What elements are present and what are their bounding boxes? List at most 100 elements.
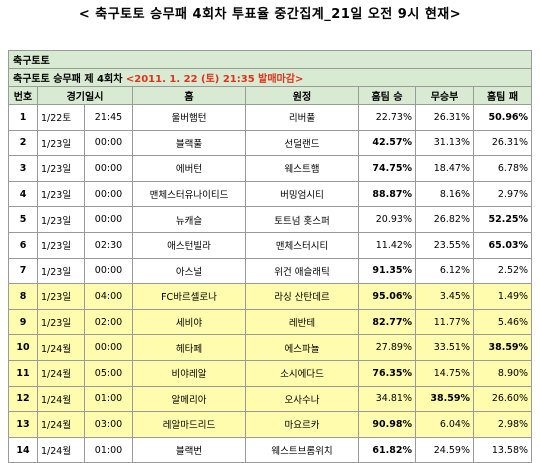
header-home-win: 홈팀 승	[358, 86, 416, 105]
match-date: 1/23일	[37, 257, 85, 285]
table-row: 8 1/23일 04:00 FC바르셀로나 라싱 산탄데르 95.06% 3.45% 1.49…	[8, 283, 533, 310]
away-team: 위건 애슬래틱	[245, 257, 359, 285]
match-date: 1/22토	[37, 104, 85, 131]
table-row: 12 1/24월 01:00 알메리아 오사수나 34.81% 38.59% 26.60%	[8, 385, 533, 413]
away-team: 레반테	[245, 308, 359, 336]
home-team: 알메리아	[132, 385, 246, 413]
match-date: 1/23일	[37, 155, 85, 182]
match-time: 02:00	[84, 308, 133, 336]
home-team: 애스턴빌라	[132, 231, 246, 259]
section-band: 축구토토	[7, 50, 533, 69]
vote-rate-table: 축구토토 축구토토 승무패 제 4회차 <2011. 1. 22 (토) 21:…	[7, 50, 533, 463]
home-win-rate: 74.75%	[358, 155, 416, 182]
draw-rate: 6.12%	[415, 257, 474, 285]
home-win-rate: 20.93%	[358, 206, 416, 233]
row-number: 10	[8, 334, 38, 361]
table-row: 1 1/22토 21:45 울버햄턴 리버풀 22.73% 26.31% 50.96%	[8, 104, 533, 131]
home-win-rate: 95.06%	[358, 283, 416, 310]
home-win-rate: 82.77%	[358, 308, 416, 336]
home-team: 에버턴	[132, 155, 246, 182]
home-team: 헤타페	[132, 334, 246, 361]
home-win-rate: 88.87%	[358, 180, 416, 208]
draw-rate: 8.16%	[415, 180, 474, 208]
home-team: FC바르셀로나	[132, 283, 246, 310]
table-row: 7 1/23일 00:00 아스널 위건 애슬래틱 91.35% 6.12% 2.52%	[8, 257, 533, 285]
header-home: 홈	[132, 86, 246, 105]
match-date: 1/23일	[37, 231, 85, 259]
away-team: 라싱 산탄데르	[245, 283, 359, 310]
row-number: 9	[8, 308, 38, 336]
away-team: 버밍엄시티	[245, 180, 359, 208]
draw-rate: 3.45%	[415, 283, 474, 310]
deadline-text: <2011. 1. 22 (토) 21:35 발매마감>	[125, 74, 304, 85]
draw-rate: 11.77%	[415, 308, 474, 336]
home-lose-rate: 2.97%	[472, 180, 533, 208]
draw-rate: 26.31%	[415, 104, 474, 131]
match-date: 1/24월	[37, 359, 85, 387]
draw-rate: 6.04%	[415, 411, 474, 438]
match-date: 1/23일	[37, 180, 85, 208]
draw-rate: 23.55%	[415, 231, 474, 259]
match-time: 00:00	[84, 334, 133, 361]
row-number: 13	[8, 411, 38, 438]
match-time: 02:30	[84, 231, 133, 259]
away-team: 소시에다드	[245, 359, 359, 387]
home-lose-rate: 5.46%	[472, 308, 533, 336]
header-row: 번호 경기일시 홈 원정 홈팀 승 무승부 홈팀 패	[8, 86, 533, 105]
home-team: 비야레알	[132, 359, 246, 387]
draw-rate: 38.59%	[415, 385, 474, 413]
home-win-rate: 34.81%	[358, 385, 416, 413]
draw-rate: 33.51%	[415, 334, 474, 361]
away-team: 웨스트햄	[245, 155, 359, 182]
table-row: 4 1/23일 00:00 맨체스터유나이티드 버밍엄시티 88.87% 8.16% 2.97…	[8, 180, 533, 208]
home-team: 블랙풀	[132, 129, 246, 157]
home-win-rate: 11.42%	[358, 231, 416, 259]
header-away: 원정	[245, 86, 359, 105]
home-win-rate: 22.73%	[358, 104, 416, 131]
home-lose-rate: 2.98%	[472, 411, 533, 438]
away-team: 에스파뇰	[245, 334, 359, 361]
page-title: < 축구토토 승무패 4회차 투표율 중간집계_21일 오전 9시 현재>	[78, 7, 462, 22]
home-lose-rate: 38.59%	[472, 334, 533, 361]
draw-rate: 18.47%	[415, 155, 474, 182]
table-row: 9 1/23일 02:00 세비야 레반테 82.77% 11.77% 5.46%	[8, 308, 533, 336]
away-team: 마요르카	[245, 411, 359, 438]
row-number: 12	[8, 385, 38, 413]
match-date: 1/23일	[37, 129, 85, 157]
row-number: 6	[8, 231, 38, 259]
table-row: 11 1/24월 05:00 비야레알 소시에다드 76.35% 14.75% 8.90%	[8, 359, 533, 387]
match-time: 00:00	[84, 257, 133, 285]
match-time: 21:45	[84, 104, 133, 131]
match-date: 1/24월	[37, 385, 85, 413]
home-win-rate: 76.35%	[358, 359, 416, 387]
home-lose-rate: 50.96%	[472, 104, 533, 131]
row-number: 1	[8, 104, 38, 131]
row-number: 4	[8, 180, 38, 208]
table-row: 10 1/24월 00:00 헤타페 에스파뇰 27.89% 33.51% 38.59%	[8, 334, 533, 361]
home-win-rate: 91.35%	[358, 257, 416, 285]
home-team: 뉴캐슬	[132, 206, 246, 233]
match-time: 00:00	[84, 180, 133, 208]
match-date: 1/23일	[37, 206, 85, 233]
row-number: 5	[8, 206, 38, 233]
match-time: 05:00	[84, 359, 133, 387]
table-row: 13 1/24월 03:00 레알마드리드 마요르카 90.98% 6.04% 2.98%	[8, 411, 533, 438]
home-win-rate: 90.98%	[358, 411, 416, 438]
home-lose-rate: 26.31%	[472, 129, 533, 157]
away-team: 리버풀	[245, 104, 359, 131]
match-date: 1/24월	[37, 411, 85, 438]
home-lose-rate: 1.49%	[472, 283, 533, 310]
table-row: 3 1/23일 00:00 에버턴 웨스트햄 74.75% 18.47% 6.78%	[8, 155, 533, 182]
match-date: 1/23일	[37, 283, 85, 310]
match-time: 04:00	[84, 283, 133, 310]
home-lose-rate: 65.03%	[472, 231, 533, 259]
table-row: 6 1/23일 02:30 애스턴빌라 맨체스터시티 11.42% 23.55% 65.03%	[8, 231, 533, 259]
away-team: 오사수나	[245, 385, 359, 413]
row-number: 7	[8, 257, 38, 285]
row-number: 2	[8, 129, 38, 157]
home-lose-rate: 8.90%	[472, 359, 533, 387]
row-number: 8	[8, 283, 38, 310]
header-draw: 무승부	[415, 86, 474, 105]
row-number: 3	[8, 155, 38, 182]
away-team: 선덜랜드	[245, 129, 359, 157]
